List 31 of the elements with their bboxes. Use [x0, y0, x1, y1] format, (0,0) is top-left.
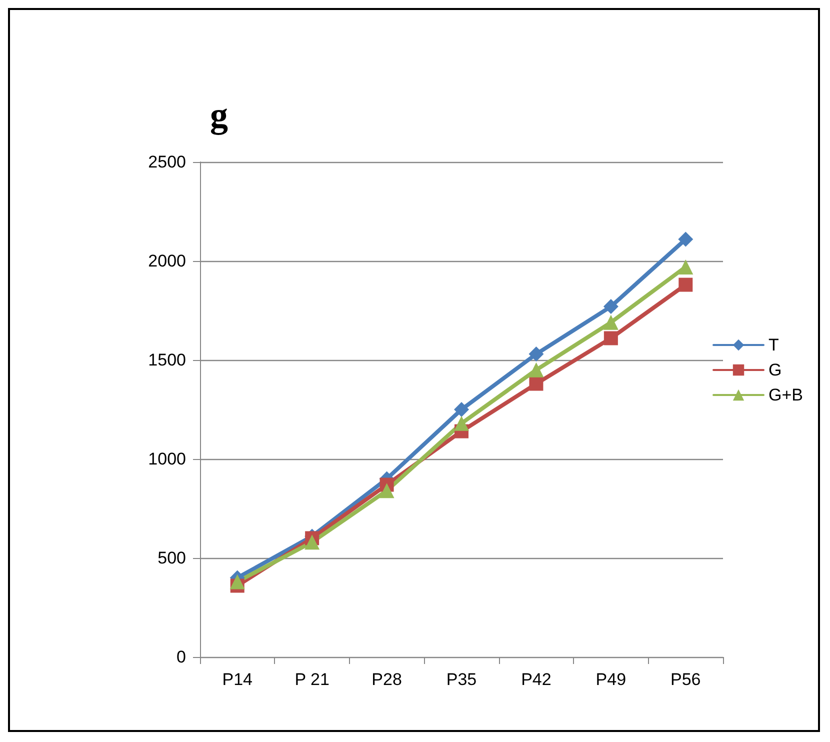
point [678, 278, 693, 292]
x-tick-label: P42 [521, 670, 552, 689]
y-tick-label: 500 [158, 548, 186, 568]
x-tick-label: P49 [596, 670, 626, 689]
point [230, 574, 245, 590]
legend-label: G [768, 360, 782, 380]
point [678, 259, 694, 274]
x-tick-label: P 21 [294, 670, 330, 689]
legend-label: G+B [768, 386, 804, 404]
legend-label: T [768, 336, 779, 354]
point [379, 483, 394, 498]
x-tick-label: P14 [222, 670, 252, 689]
point [528, 346, 544, 362]
point [529, 376, 544, 391]
y-tick-label: 2500 [148, 152, 186, 172]
x-tick-label: P35 [446, 670, 477, 689]
y-tick-label: 0 [176, 648, 186, 666]
x-tick-label: P28 [372, 670, 402, 689]
point [304, 534, 320, 550]
point [678, 232, 694, 247]
point [454, 402, 469, 417]
x-tick-label: P56 [670, 670, 701, 689]
point [604, 331, 618, 346]
point [454, 416, 469, 431]
chart-title: g [210, 95, 228, 135]
point [528, 362, 544, 378]
y-tick-label: 1000 [148, 450, 186, 468]
point [603, 314, 618, 330]
y-tick-label: 2000 [148, 252, 186, 270]
point [603, 299, 618, 314]
y-tick-label: 1500 [148, 350, 186, 370]
